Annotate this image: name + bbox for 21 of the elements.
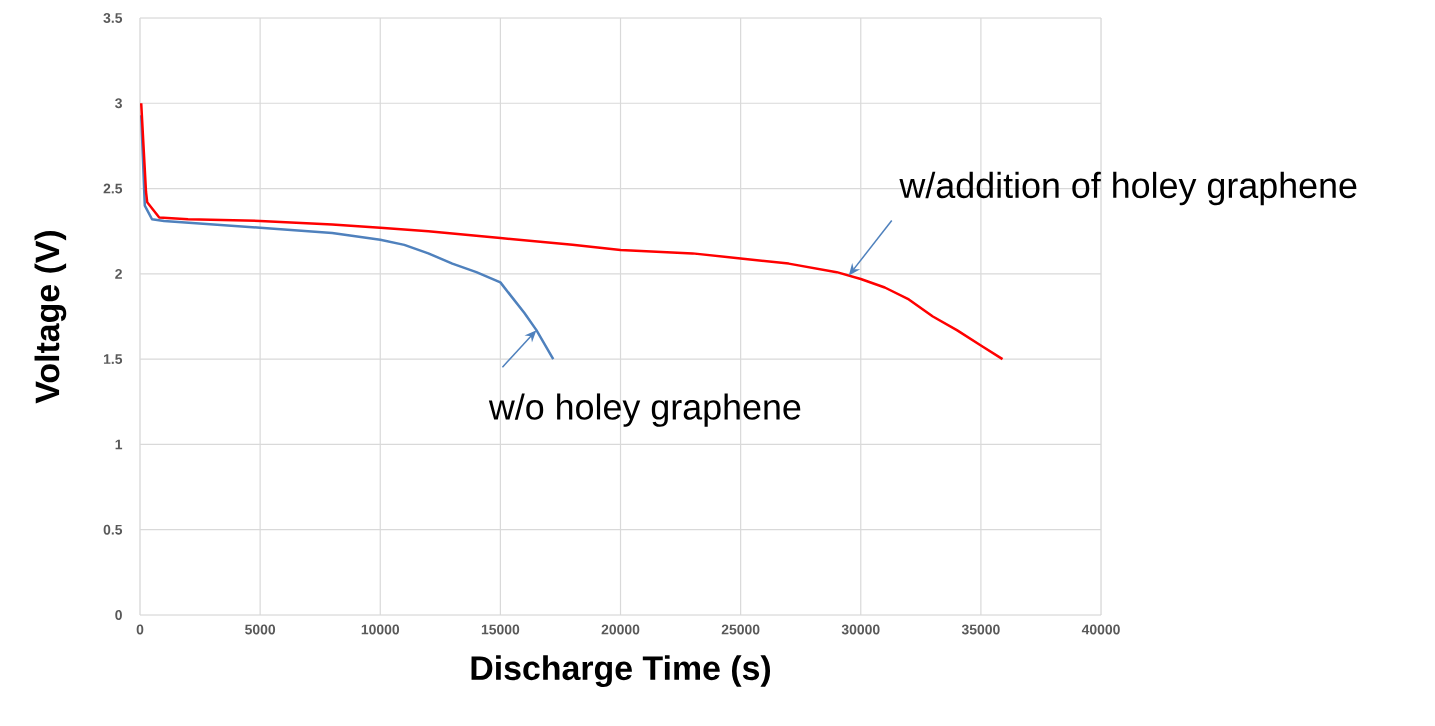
annotation: w/o holey graphene bbox=[488, 393, 801, 427]
x-tick-label: 20000 bbox=[601, 624, 640, 635]
y-tick-label: 0 bbox=[115, 610, 122, 620]
y-tick-label: 1.5 bbox=[103, 354, 123, 365]
x-axis-title: Discharge Time (s) bbox=[471, 655, 771, 687]
y-tick-label: 3 bbox=[115, 98, 122, 109]
y-axis-title: Voltage (V) bbox=[34, 230, 67, 404]
x-tick-label: 5000 bbox=[245, 624, 276, 635]
y-tick-label: 0.5 bbox=[103, 524, 123, 535]
annotation: w/addition of holey graphene bbox=[899, 171, 1357, 206]
y-tick-label: 1 bbox=[115, 439, 123, 450]
x-tick-label: 0 bbox=[136, 624, 144, 635]
x-tick-label: 35000 bbox=[961, 624, 1000, 635]
x-tick-label: 40000 bbox=[1081, 624, 1120, 635]
y-tick-label: 2 bbox=[115, 268, 122, 279]
x-tick-label: 30000 bbox=[841, 624, 880, 635]
x-tick-label: 25000 bbox=[721, 624, 760, 635]
x-tick-label: 15000 bbox=[481, 624, 520, 635]
x-tick-label: 10000 bbox=[361, 624, 400, 635]
y-tick-label: 3.5 bbox=[103, 13, 123, 23]
y-tick-label: 2.5 bbox=[103, 183, 123, 194]
